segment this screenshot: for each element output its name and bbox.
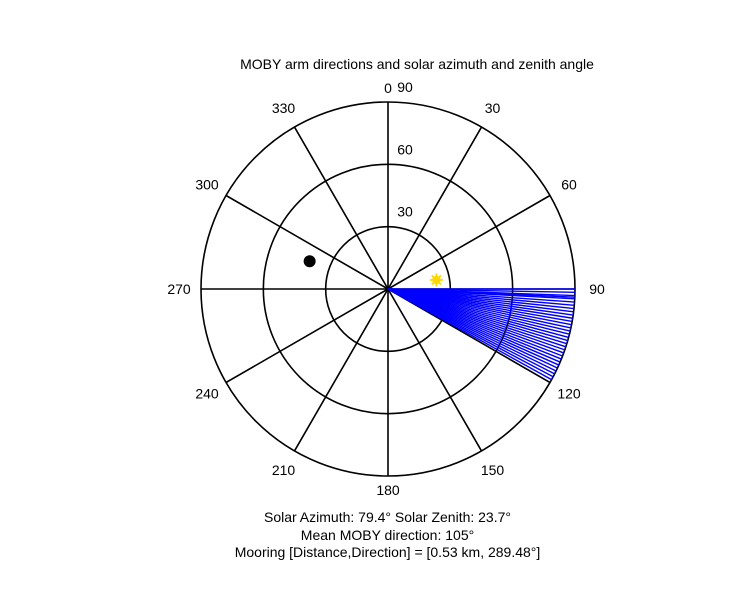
moby-arm-ray <box>387 288 552 381</box>
moby-arm-rays <box>387 288 575 381</box>
spoke-60 <box>387 194 551 290</box>
spoke-30 <box>387 126 483 290</box>
spoke-300 <box>225 194 389 290</box>
spoke-210 <box>293 288 389 452</box>
angle-label-180: 180 <box>376 482 400 498</box>
radial-tick-labels: 30 60 90 <box>397 79 413 220</box>
spoke-330 <box>293 126 389 290</box>
chart-title: MOBY arm directions and solar azimuth an… <box>240 56 594 72</box>
angle-label-90: 90 <box>589 281 605 297</box>
angle-label-210: 210 <box>272 462 296 478</box>
solar-annotation: Solar Azimuth: 79.4° Solar Zenith: 23.7° <box>264 509 511 525</box>
angle-label-150: 150 <box>481 462 505 478</box>
sun-marker <box>429 273 443 287</box>
angle-label-330: 330 <box>272 100 296 116</box>
angle-label-60: 60 <box>561 177 577 193</box>
mooring-marker <box>303 255 316 268</box>
radial-label-30: 30 <box>397 204 413 220</box>
mean-direction-annotation: Mean MOBY direction: 105° <box>300 527 475 543</box>
angle-label-240: 240 <box>195 386 219 402</box>
radial-label-90: 90 <box>397 79 413 95</box>
markers <box>303 255 443 287</box>
angle-label-300: 300 <box>195 177 219 193</box>
spoke-240 <box>225 288 389 384</box>
spoke-150 <box>387 288 483 452</box>
angle-label-270: 270 <box>167 281 191 297</box>
angle-tick-labels: 0 30 60 90 120 150 180 210 240 270 300 330 <box>167 80 605 498</box>
angle-label-30: 30 <box>485 100 501 116</box>
angle-label-120: 120 <box>557 386 581 402</box>
radial-label-60: 60 <box>397 141 413 157</box>
mooring-annotation: Mooring [Distance,Direction] = [0.53 km,… <box>234 544 541 560</box>
angle-label-0: 0 <box>384 80 392 96</box>
